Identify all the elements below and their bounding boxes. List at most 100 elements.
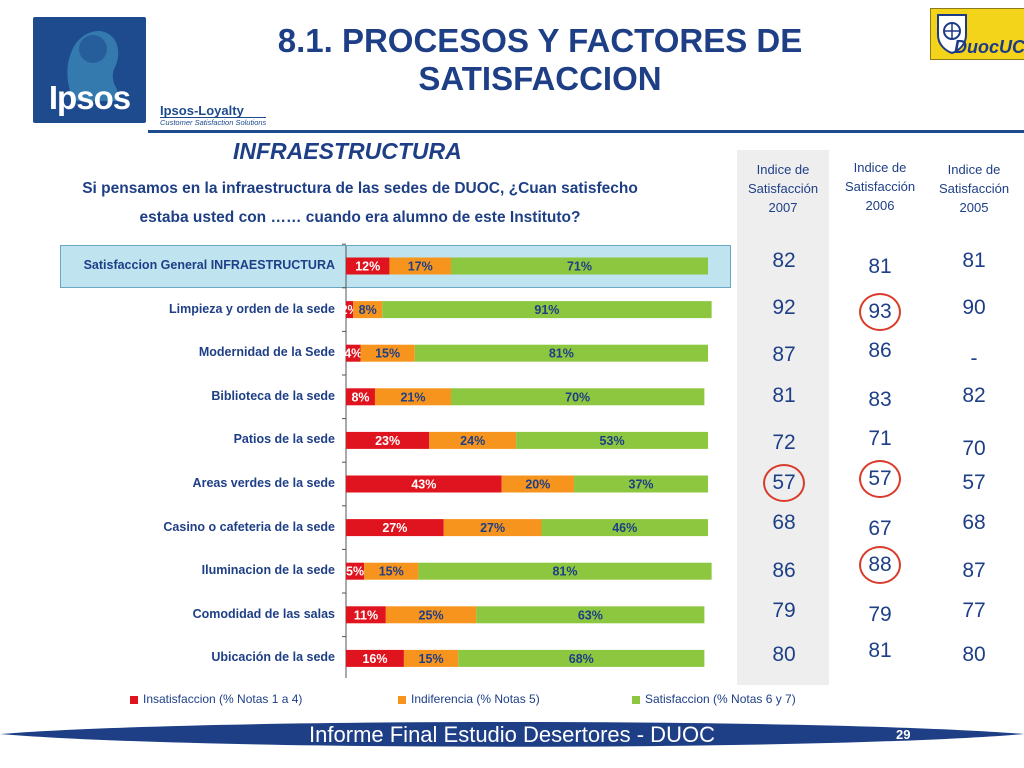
data-label: 11% <box>354 608 378 622</box>
category-label: Ubicación de la sede <box>211 650 335 665</box>
bar-segment <box>403 649 459 667</box>
index-header-year: 2006 <box>865 198 895 213</box>
category-label: Limpieza y orden de la sede <box>168 301 335 316</box>
category-label: Casino o cafeteria de la sede <box>163 519 335 534</box>
bar-segment <box>353 301 383 319</box>
index-value: 68 <box>962 511 986 534</box>
data-label: 68% <box>569 652 594 666</box>
bar-segment <box>385 606 477 624</box>
highlight-circle <box>859 546 901 584</box>
title-divider <box>148 130 1024 133</box>
bar-segment <box>346 344 361 362</box>
index-value: 92 <box>772 296 796 319</box>
index-value: 57 <box>962 471 986 494</box>
bar-segment <box>346 519 444 537</box>
survey-question: Si pensamos en la infraestructura de las… <box>40 174 680 232</box>
title-line-1: 8.1. PROCESOS Y FACTORES DE <box>277 22 803 59</box>
question-line-1: Si pensamos en la infraestructura de las… <box>82 180 638 197</box>
bar-segment <box>389 257 451 275</box>
bar-segment <box>458 649 705 667</box>
index-value: 83 <box>868 388 892 411</box>
data-label: 46% <box>612 521 637 535</box>
data-label: 8% <box>359 303 377 317</box>
category-label: Modernidad de la Sede <box>198 345 335 360</box>
legend-item-satisfaccion: Satisfaccion (% Notas 6 y 7) <box>632 692 796 706</box>
bar-segment <box>414 344 708 362</box>
brand-name: Ipsos-Loyalty <box>160 103 244 118</box>
index-header-2006: Indice de Satisfacción 2006 <box>834 158 926 215</box>
index-value: 79 <box>868 603 892 626</box>
category-label: Areas verdes de la sede <box>192 476 335 490</box>
category-label: Biblioteca de la sede <box>211 388 335 403</box>
highlight-circle <box>859 293 901 331</box>
data-label: 21% <box>400 390 425 404</box>
legend-swatch <box>398 695 406 704</box>
index-value: 82 <box>772 249 796 272</box>
bar-segment <box>574 475 708 493</box>
index-value: 71 <box>868 427 892 450</box>
bar-segment <box>364 562 419 580</box>
footer-banner <box>0 722 1024 747</box>
index-value: 79 <box>772 599 796 622</box>
ipsos-logo: Ipsos <box>33 17 146 123</box>
data-label: 27% <box>382 521 407 535</box>
index-value: 81 <box>772 384 796 407</box>
index-value: 86 <box>868 339 892 362</box>
index-value: 81 <box>868 255 892 278</box>
stacked-bar-chart: 12% 17% 71%2% 8% 91%4% 15% 81%8% 21% 70%23% 24% 53… <box>341 243 712 678</box>
footer-text: Informe Final Estudio Desertores - DUOC <box>309 722 715 747</box>
data-label: 63% <box>578 608 603 622</box>
data-label: 17% <box>408 260 433 274</box>
index-header-2005: Indice de Satisfacción 2005 <box>928 160 1020 217</box>
index-value: 77 <box>962 599 986 622</box>
data-label: 15% <box>379 565 404 579</box>
index-header-label2: Satisfacción <box>844 179 916 194</box>
index-value: 72 <box>772 431 796 454</box>
data-label: 24% <box>460 434 485 448</box>
data-label: 91% <box>534 303 559 317</box>
bar-segment <box>346 301 354 319</box>
index-header-label2: Satisfacción <box>938 181 1010 196</box>
index-value: 87 <box>772 343 796 366</box>
index-2007-column-background <box>737 150 829 685</box>
category-label: Comodidad de las salas <box>192 606 335 621</box>
bar-segment <box>346 257 390 275</box>
index-value: 80 <box>772 643 796 666</box>
index-value: 81 <box>868 639 892 662</box>
bar-segment <box>516 431 708 449</box>
legend-item-indiferencia: Indiferencia (% Notas 5) <box>398 692 540 706</box>
bar-segment <box>346 606 386 624</box>
bar-segment <box>346 388 375 406</box>
index-value: 67 <box>868 517 892 540</box>
bar-segment <box>346 649 404 667</box>
legend-label: Indiferencia (% Notas 5) <box>411 692 540 706</box>
title-line-2: SATISFACCION <box>418 60 662 97</box>
data-label: 43% <box>411 478 436 492</box>
data-label: 5% <box>346 565 364 579</box>
data-label: 81% <box>552 565 577 579</box>
duoc-logo: DuocUC <box>930 8 1024 60</box>
legend-label: Satisfaccion (% Notas 6 y 7) <box>645 692 796 706</box>
data-label: 15% <box>375 347 400 361</box>
data-label: 70% <box>565 390 590 404</box>
index-value: 57 <box>868 467 892 490</box>
index-header-year: 2007 <box>768 200 798 215</box>
data-label: 27% <box>480 521 505 535</box>
highlight-circle <box>763 464 805 502</box>
bar-segment <box>346 562 365 580</box>
index-value: 70 <box>962 437 986 460</box>
data-label: 53% <box>600 434 625 448</box>
section-subtitle: INFRAESTRUCTURA <box>233 138 462 164</box>
legend-item-insatisfaccion: Insatisfaccion (% Notas 1 a 4) <box>130 692 302 706</box>
index-header-label1: Indice de <box>756 162 810 177</box>
bar-segment <box>382 301 712 319</box>
data-label: 81% <box>549 347 574 361</box>
page-number: 29 <box>896 727 911 742</box>
data-label: 12% <box>355 260 380 274</box>
bar-segment <box>360 344 415 362</box>
data-label: 4% <box>344 347 362 361</box>
data-label: 8% <box>351 390 369 404</box>
bar-segment <box>374 388 451 406</box>
data-label: 25% <box>419 608 444 622</box>
head-silhouette-icon <box>67 31 119 101</box>
